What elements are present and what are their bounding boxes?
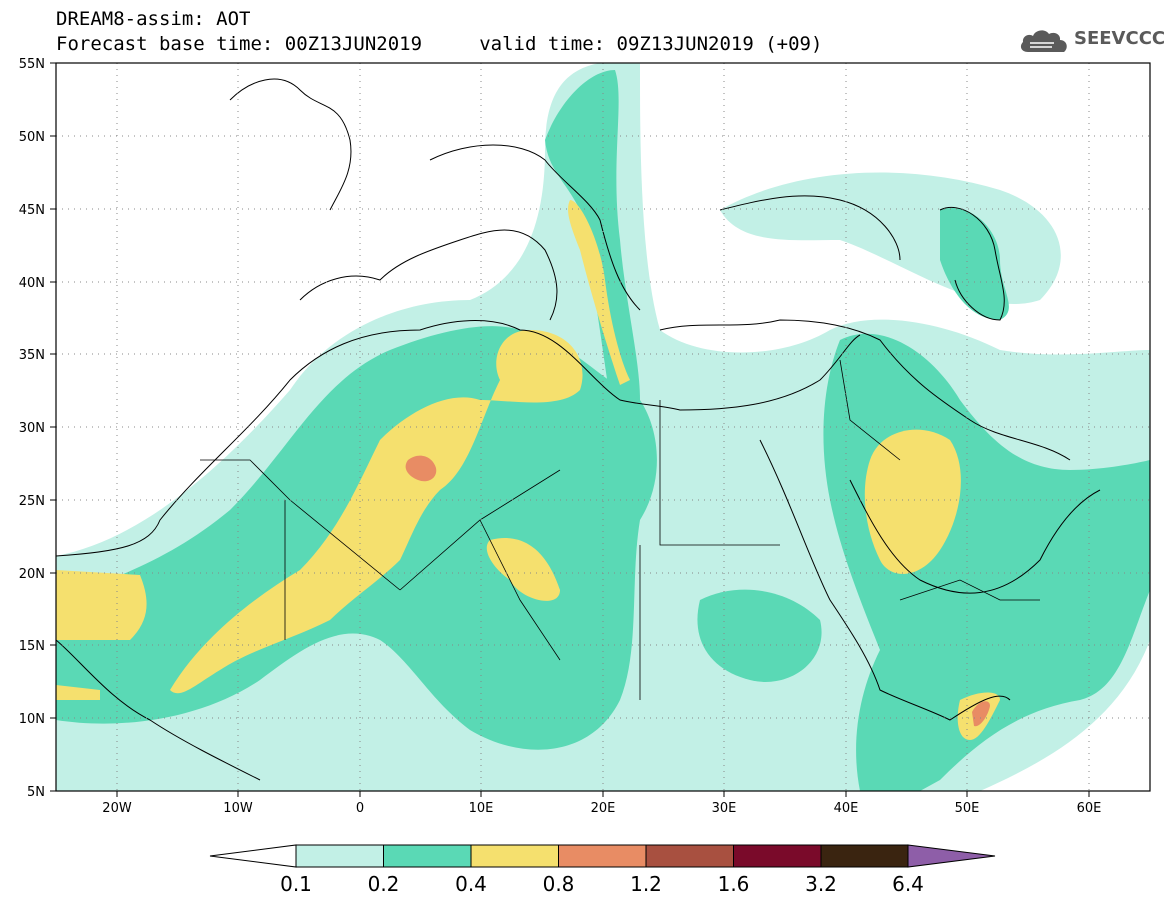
lon-label: 10E [469,801,494,816]
colorbar-swatch [820,844,909,868]
colorbar-label: 0.8 [543,872,575,896]
colorbar-swatch [383,844,472,868]
logo-text: SEEVCCC [1074,28,1165,49]
product-title: DREAM8-assim: AOT [56,8,251,30]
colorbar-high-arrow [907,844,996,868]
lat-label: 10N [19,712,45,727]
colorbar-label: 1.2 [630,872,662,896]
colorbar-swatch [645,844,734,868]
lon-label: 20W [102,801,132,816]
colorbar: 0.1 0.2 0.4 0.8 1.2 1.6 3.2 6.4 [209,844,996,896]
lon-label: 0 [356,801,364,816]
colorbar-label: 0.1 [280,872,312,896]
colorbar-low-arrow [209,844,297,868]
coastlines [56,78,1101,781]
forecast-times: Forecast base time: 00Z13JUN2019 valid t… [56,33,823,55]
aot-band-0-4 [56,200,1000,740]
lon-label: 20E [591,801,616,816]
colorbar-label: 6.4 [892,872,924,896]
colorbar-label: 0.4 [455,872,487,896]
lon-label: 50E [955,801,980,816]
lon-label: 10W [223,801,253,816]
lat-label: 55N [19,57,45,72]
colorbar-swatch [295,844,384,868]
country-borders [200,359,1040,700]
lat-label: 20N [19,567,45,582]
lon-label: 40E [834,801,859,816]
cloud-icon [1020,30,1067,52]
colorbar-label: 0.2 [368,872,400,896]
colorbar-swatch [558,844,647,868]
graticule [56,63,1150,791]
lat-label: 45N [19,203,45,218]
seevccc-logo: SEEVCCC [1018,24,1165,56]
lat-label: 15N [19,639,45,654]
lon-labels: 20W 10W 0 10E 20E 30E 40E 50E 60E [102,801,1101,816]
colorbar-label: 1.6 [718,872,750,896]
lon-label: 60E [1077,801,1102,816]
colorbar-label: 3.2 [805,872,837,896]
lat-label: 35N [19,348,45,363]
lon-label: 30E [712,801,737,816]
colorbar-swatch [470,844,559,868]
lat-label: 40N [19,276,45,291]
lat-labels: 55N 50N 45N 40N 35N 30N 25N 20N 15N 10N … [19,57,45,800]
tick-marks [50,62,1090,797]
aot-band-0-8 [405,455,990,727]
lat-label: 5N [27,785,45,800]
lat-label: 50N [19,130,45,145]
colorbar-swatch [733,844,822,868]
lat-label: 30N [19,421,45,436]
lat-label: 25N [19,494,45,509]
